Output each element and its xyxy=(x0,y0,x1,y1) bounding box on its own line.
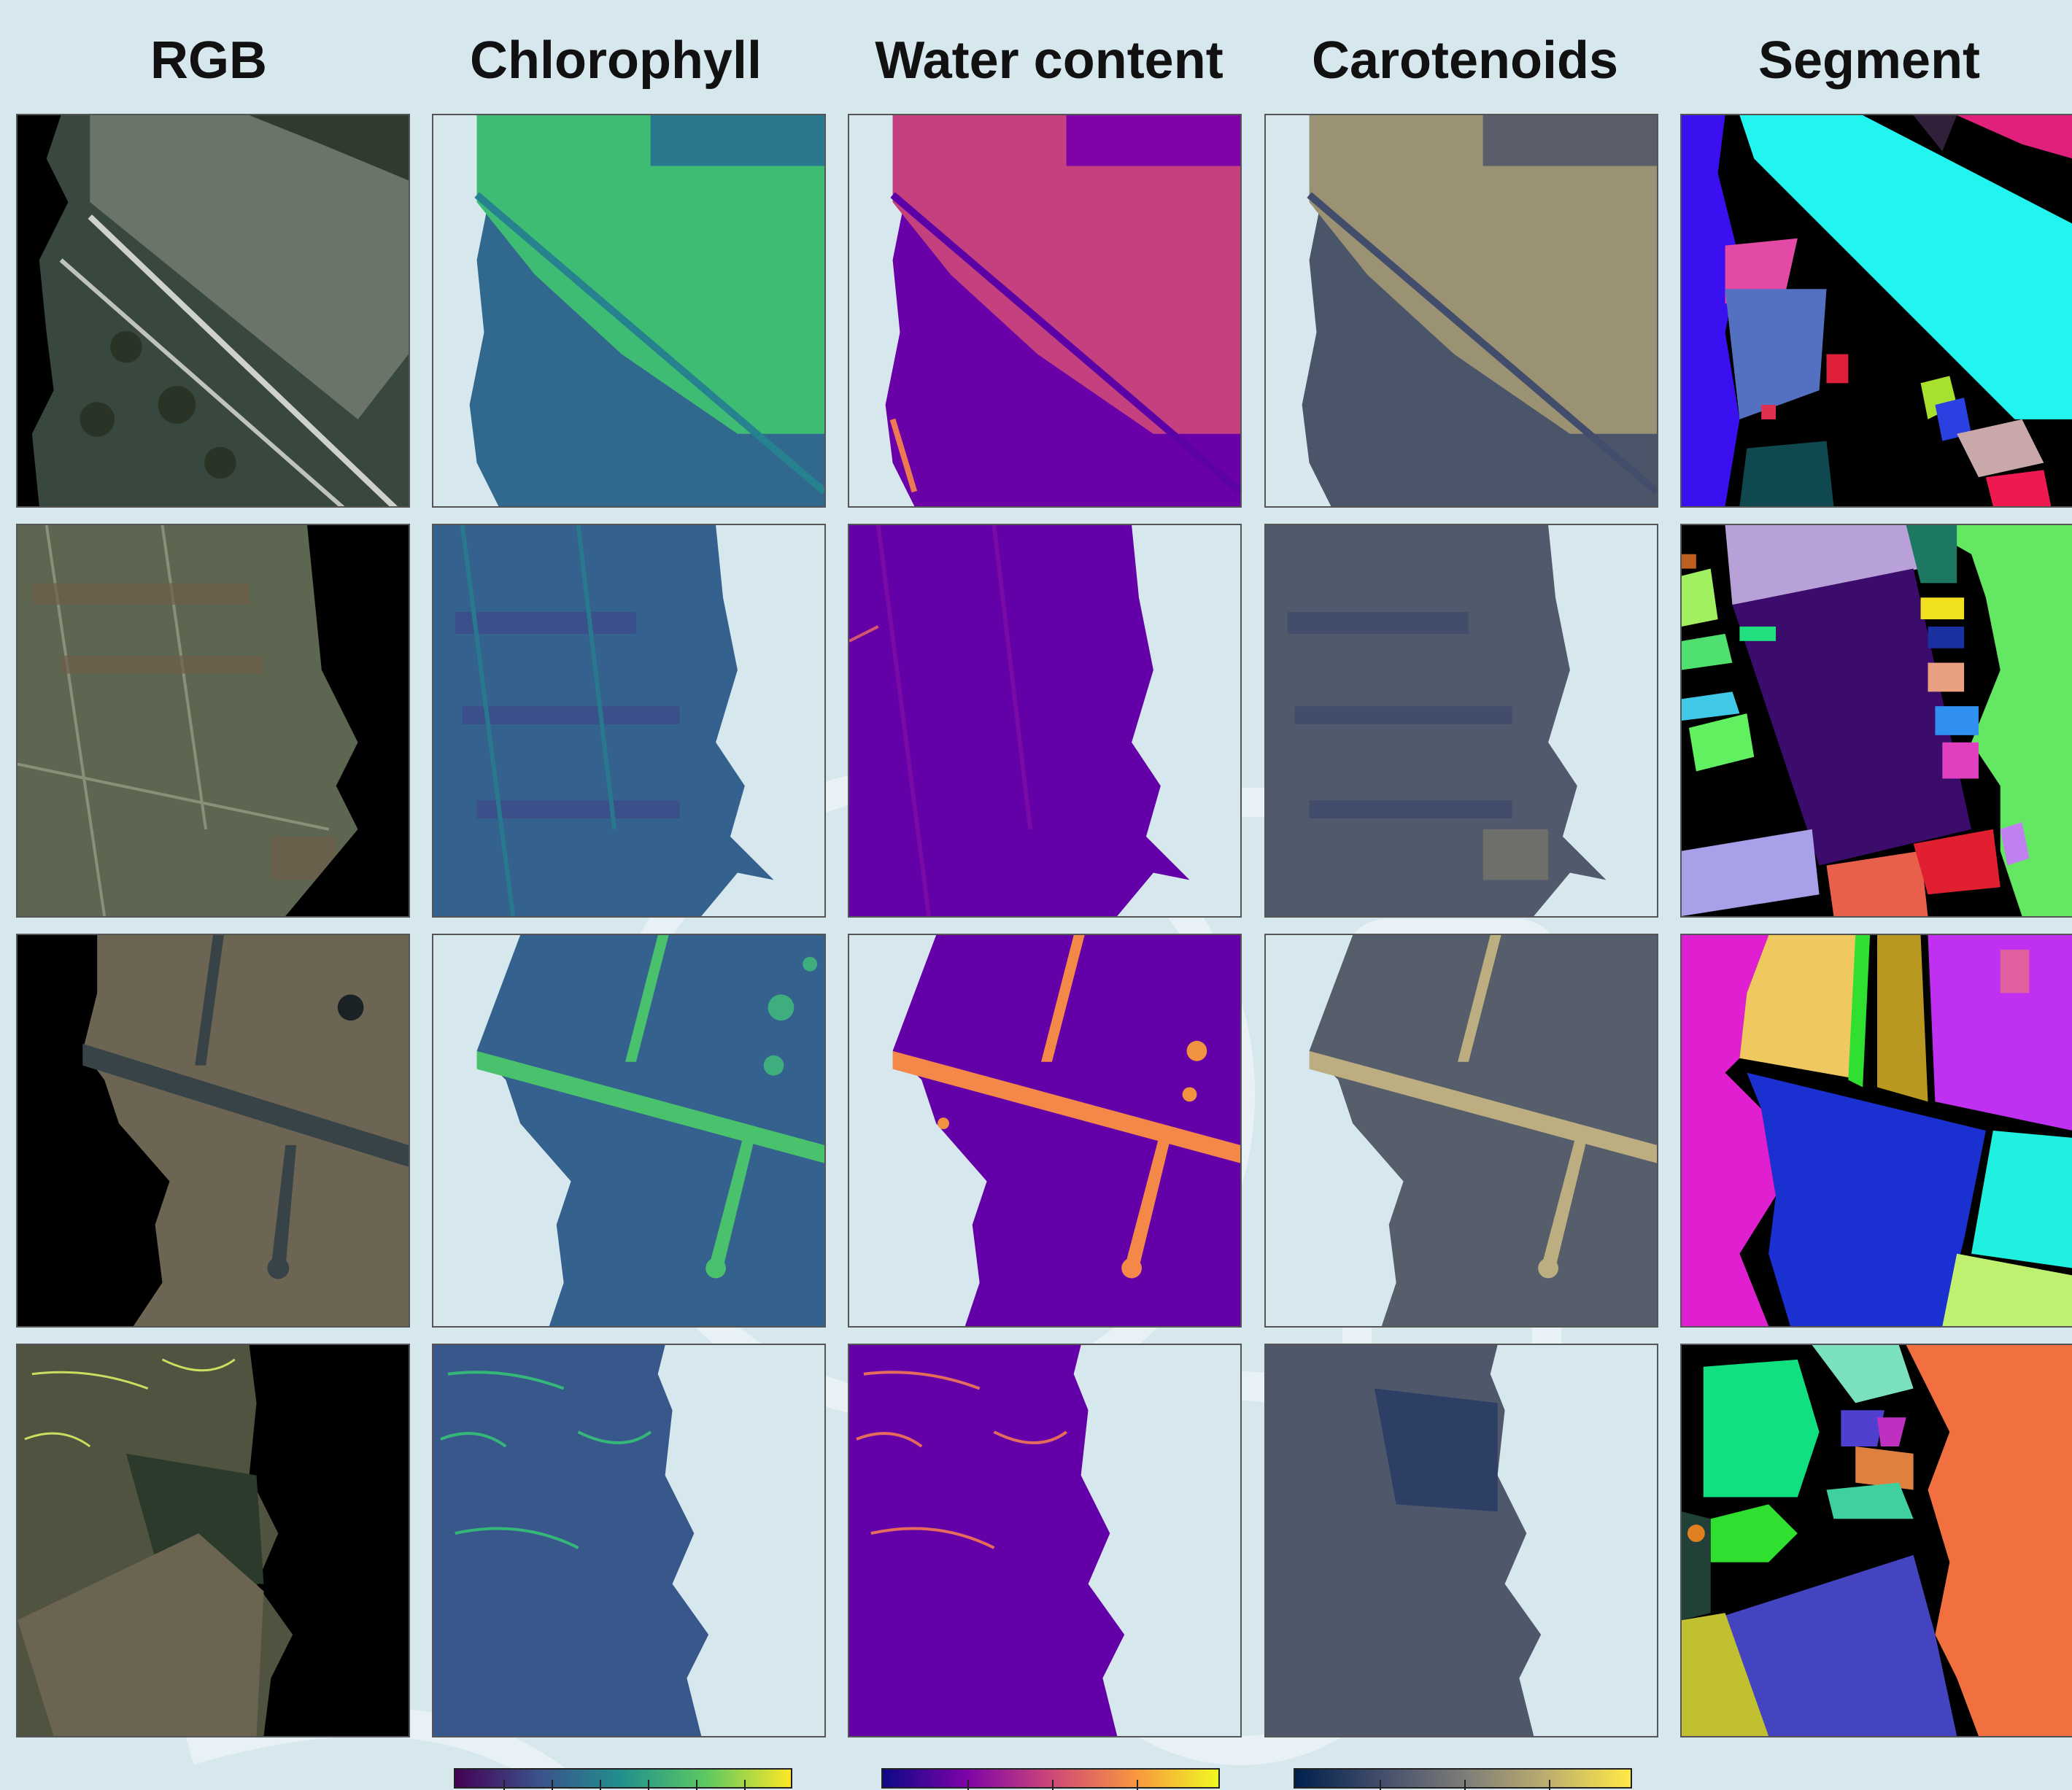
tile-rgb-row3 xyxy=(16,934,410,1328)
colorbar-carotenoids xyxy=(1294,1768,1632,1790)
column-title-carotenoids: Carotenoids xyxy=(1311,31,1619,90)
tile-rgb-row2 xyxy=(16,524,410,918)
tile-segment-row2 xyxy=(1680,524,2072,918)
colorbar-water-content xyxy=(881,1768,1220,1790)
tile-water-content-row2 xyxy=(848,524,1242,918)
tile-chlorophyll-row3 xyxy=(432,934,826,1328)
tile-segment-row4 xyxy=(1680,1344,2072,1737)
tile-segment-row3 xyxy=(1680,934,2072,1328)
tile-carotenoids-row2 xyxy=(1264,524,1658,918)
tile-carotenoids-row4 xyxy=(1264,1344,1658,1737)
column-title-segment: Segment xyxy=(1758,31,1981,90)
tile-water-content-row1 xyxy=(848,114,1242,508)
tile-water-content-row4 xyxy=(848,1344,1242,1737)
tile-chlorophyll-row1 xyxy=(432,114,826,508)
tile-segment-row1 xyxy=(1680,114,2072,508)
tile-rgb-row1 xyxy=(16,114,410,508)
column-title-water-content: Water content xyxy=(875,31,1224,90)
tile-chlorophyll-row2 xyxy=(432,524,826,918)
tile-chlorophyll-row4 xyxy=(432,1344,826,1737)
column-title-chlorophyll: Chlorophyll xyxy=(470,31,762,90)
column-title-rgb: RGB xyxy=(150,31,267,90)
tile-rgb-row4 xyxy=(16,1344,410,1737)
tile-water-content-row3 xyxy=(848,934,1242,1328)
tile-carotenoids-row1 xyxy=(1264,114,1658,508)
tile-carotenoids-row3 xyxy=(1264,934,1658,1328)
colorbar-chlorophyll xyxy=(454,1768,792,1790)
